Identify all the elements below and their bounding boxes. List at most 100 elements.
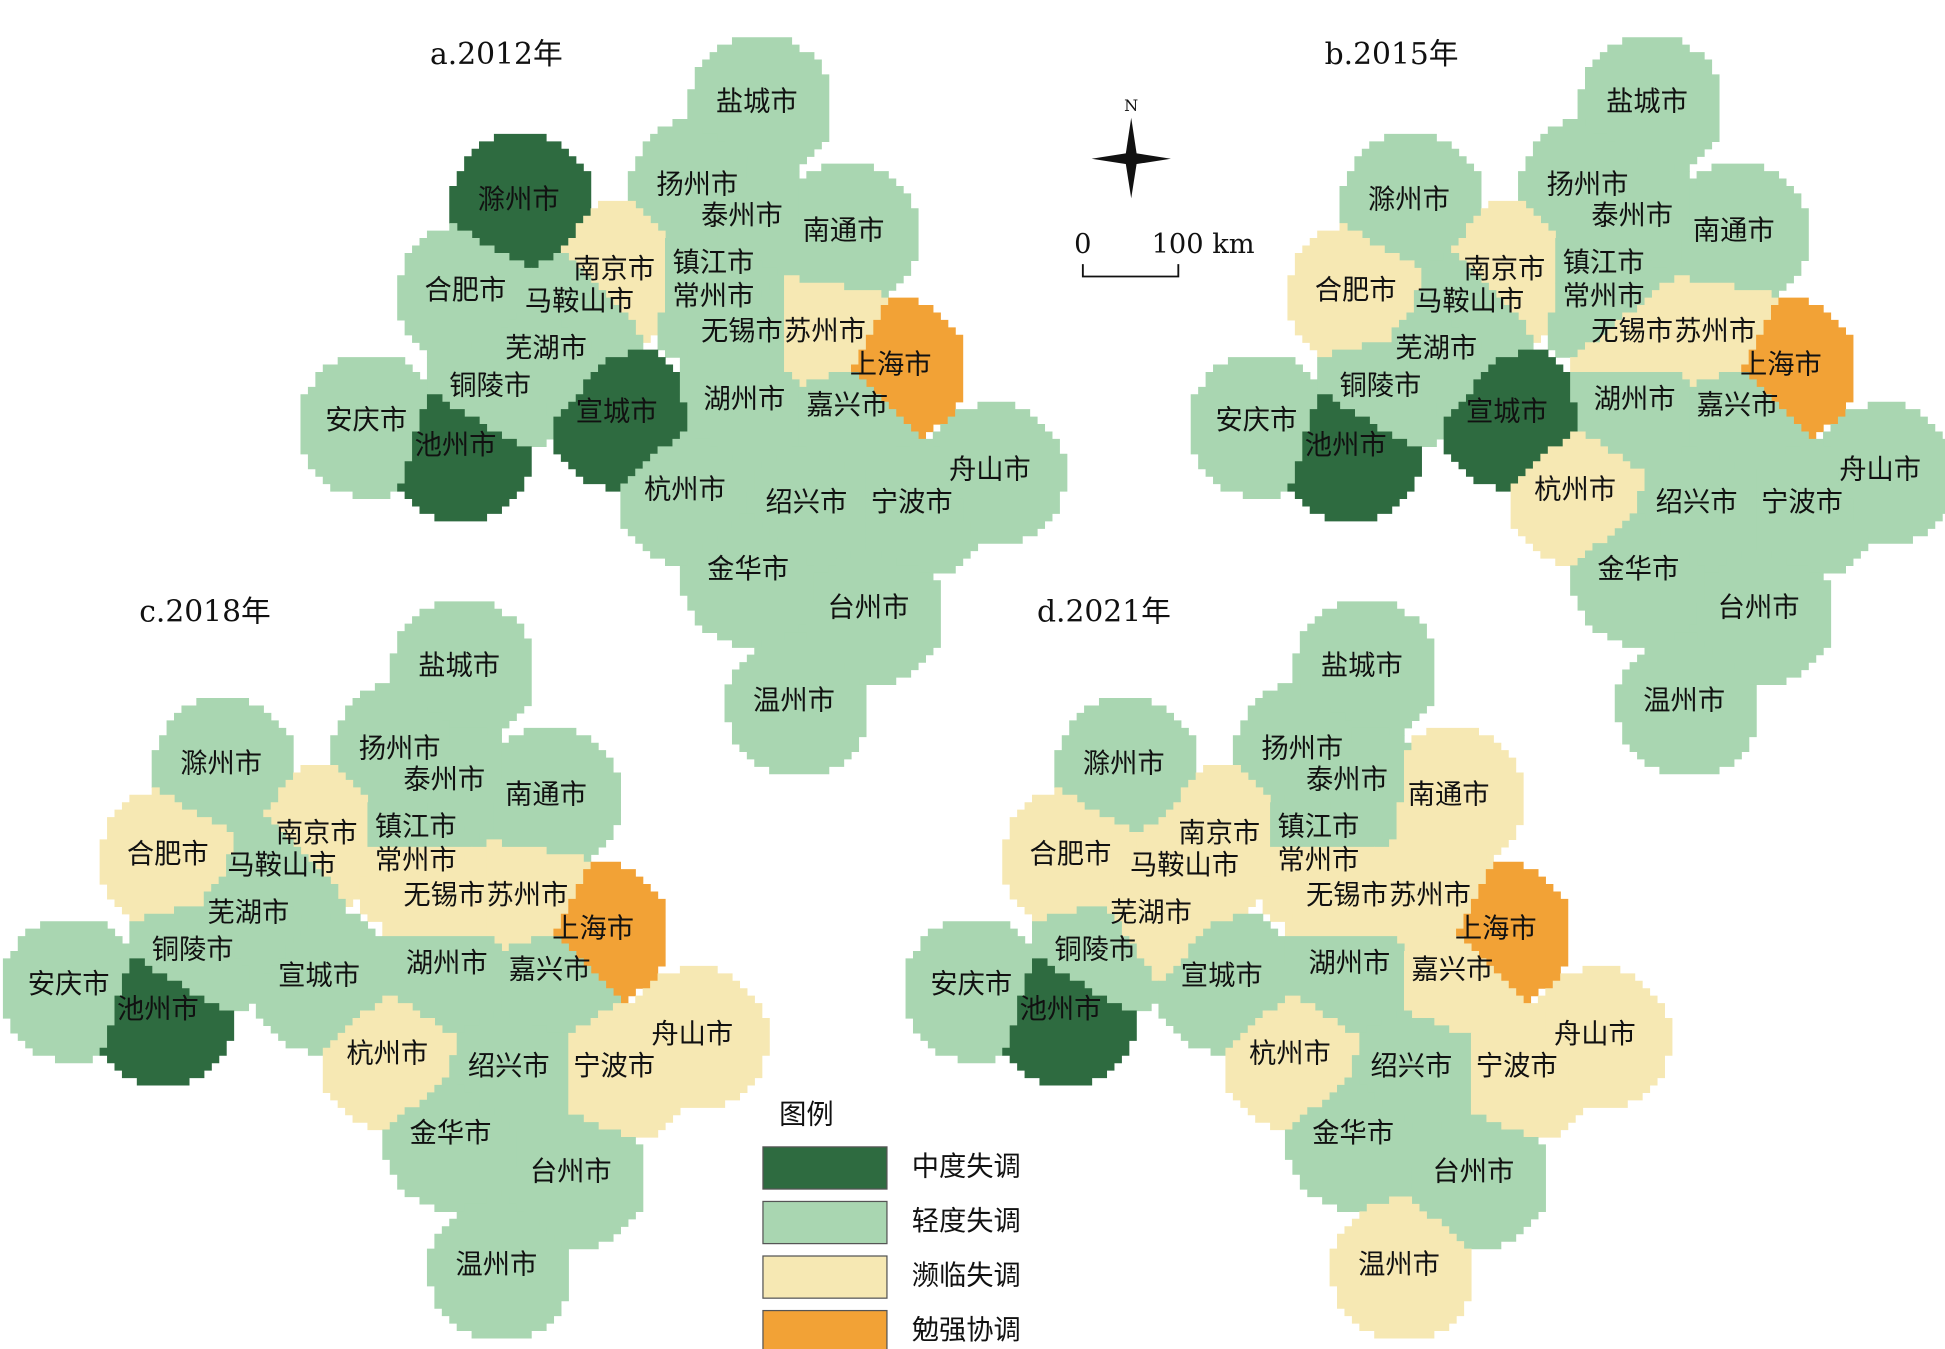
city-label: 绍兴市 [468,1051,550,1082]
city-label: 杭州市 [346,1039,428,1070]
city-label: 苏州市 [784,316,866,347]
city-label: 泰州市 [701,200,783,231]
city-label: 常州市 [672,281,754,312]
city-label: 盐城市 [716,86,798,117]
scale-bar: 0 100 km [1074,229,1255,278]
city-region [1317,342,1445,447]
city-label: 绍兴市 [1371,1051,1453,1082]
city-region [382,1077,517,1212]
map-title: d.2021年 [1037,595,1171,630]
city-label: 安庆市 [28,969,110,1000]
city-region [1339,133,1482,269]
city-region [1413,252,1534,358]
city-label: 铜陵市 [1340,370,1422,401]
city-label: 常州市 [1563,281,1645,312]
city-label: 扬州市 [1547,169,1629,200]
city-region [1396,727,1524,863]
city-region [724,632,867,775]
city-label: 宁波市 [1476,1051,1558,1082]
city-label: 泰州市 [1591,200,1673,231]
city-region [1287,223,1422,358]
city-label: 马鞍山市 [1130,850,1239,881]
legend-swatch [762,1309,888,1349]
city-region [1823,401,1945,544]
city-label: 嘉兴市 [1697,390,1779,421]
city-label: 杭州市 [644,474,726,505]
city-region [129,906,257,1012]
city-region [1570,513,1705,648]
city-region [798,550,941,686]
city-region [905,921,1033,1064]
city-label: 池州市 [1020,994,1102,1025]
city-label: 池州市 [1305,430,1387,461]
city-region [1570,282,1675,373]
city-region [523,252,644,358]
compass-needle [1091,152,1171,165]
city-region [322,995,458,1131]
city-label: 湖州市 [406,948,488,979]
city-label: 池州市 [117,994,199,1025]
legend-label: 中度失调 [912,1151,1021,1182]
city-region [1314,727,1413,841]
city-region [932,401,1068,544]
city-region [449,133,592,269]
map-title: b.2015年 [1325,37,1459,72]
scale-start: 0 [1074,229,1091,260]
city-label: 滁州市 [180,749,262,780]
city-label: 芜湖市 [505,333,587,364]
city-region [1002,787,1137,922]
city-region [426,342,555,447]
city-region [791,163,919,299]
city-label: 合肥市 [127,839,209,870]
city-label: 金华市 [1312,1118,1394,1149]
city-label: 芜湖市 [208,897,290,928]
city-label: 舟山市 [1554,1019,1636,1050]
city-region [1555,230,1675,284]
city-label: 泰州市 [1306,765,1388,796]
city-label: 常州市 [375,845,457,876]
city-region [255,913,391,1056]
city-label: 苏州市 [1674,316,1756,347]
city-region [493,727,621,863]
map-title: c.2018年 [139,595,271,630]
city-region [679,282,785,373]
city-region [1403,1114,1546,1250]
city-label: 宁波市 [1761,487,1843,518]
city-label: 芜湖市 [1395,333,1477,364]
city-label: 镇江市 [1563,248,1645,279]
city-region [784,275,889,388]
city-label: 金华市 [707,554,789,585]
city-region [382,846,488,937]
city-region [1287,394,1422,522]
city-region [1002,958,1137,1086]
city-region [709,163,807,276]
city-region [1128,817,1249,922]
city-region [397,394,532,522]
city-label: 金华市 [1597,554,1679,585]
city-region [553,349,688,492]
city-region [1262,846,1375,922]
city-label: 南通市 [803,215,885,246]
city-label: 台州市 [1433,1156,1515,1187]
city-region [1756,438,1869,574]
city-label: 上海市 [1455,913,1537,944]
city-region [1292,601,1435,736]
city-label: 无锡市 [403,880,485,911]
city-region [865,438,979,574]
city-region [1577,37,1720,172]
city-label: 宁波市 [573,1051,655,1082]
city-label: 南京市 [1178,818,1260,849]
city-region [1443,349,1579,492]
city-region [1225,995,1360,1131]
city-region [1689,550,1832,686]
city-region [203,869,309,982]
city-region [568,1003,681,1138]
scale-line [1081,264,1180,278]
city-region [1284,1077,1420,1212]
city-label: 上海市 [1740,349,1822,380]
city-label: 宣城市 [1181,961,1263,992]
city-label: 温州市 [753,685,835,716]
